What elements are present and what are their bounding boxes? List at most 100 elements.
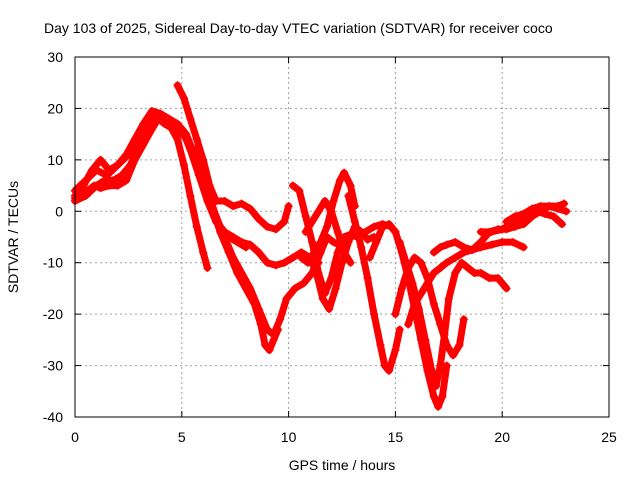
data-point-marker	[312, 269, 321, 277]
data-point-marker	[83, 186, 92, 195]
data-point-marker	[451, 253, 460, 262]
data-point-marker	[229, 202, 238, 211]
data-point-marker	[459, 315, 468, 324]
data-point-marker	[560, 199, 569, 208]
data-point-marker	[254, 248, 263, 257]
data-point-marker	[147, 107, 156, 115]
data-point-marker	[237, 238, 246, 247]
data-point-marker	[263, 222, 272, 231]
data-point-marker	[498, 238, 507, 247]
data-point-marker	[429, 392, 438, 401]
y-axis-title: SDTVAR / TECUs	[5, 181, 21, 293]
data-point-marker	[81, 176, 90, 185]
data-point-marker	[269, 330, 278, 339]
data-point-marker	[186, 114, 195, 123]
x-axis-title: GPS time / hours	[289, 457, 396, 473]
data-point-marker	[199, 248, 208, 257]
data-point-marker	[498, 225, 507, 234]
data-point-marker	[316, 238, 325, 247]
data-point-marker	[340, 168, 349, 177]
data-point-marker	[92, 166, 101, 175]
data-point-marker	[220, 233, 229, 241]
data-point-marker	[508, 238, 517, 247]
data-point-marker	[139, 140, 148, 149]
data-point-marker	[363, 235, 372, 244]
data-point-marker	[96, 155, 105, 164]
data-point-marker	[103, 171, 112, 180]
data-point-marker	[299, 279, 308, 288]
data-point-marker	[186, 191, 195, 200]
data-point-marker	[329, 238, 338, 247]
series-arc-10	[302, 197, 354, 267]
data-point-marker	[192, 135, 201, 144]
data-point-marker	[229, 253, 238, 262]
data-point-marker	[90, 181, 99, 190]
data-point-marker	[562, 207, 571, 216]
x-tick-label: 20	[494, 429, 510, 445]
data-point-marker	[297, 253, 306, 262]
data-point-marker	[350, 217, 359, 226]
data-point-marker	[280, 217, 289, 226]
data-point-marker	[271, 225, 280, 234]
data-point-marker	[318, 294, 327, 303]
data-point-marker	[291, 284, 300, 293]
data-point-marker	[229, 233, 238, 241]
data-point-marker	[295, 186, 304, 195]
data-point-marker	[96, 184, 105, 193]
data-point-marker	[124, 150, 133, 159]
data-point-marker	[431, 382, 440, 391]
data-point-marker	[173, 81, 182, 90]
data-point-marker	[372, 238, 381, 247]
data-point-marker	[436, 243, 445, 252]
data-point-marker	[376, 341, 385, 349]
data-point-marker	[169, 125, 178, 133]
data-point-marker	[549, 212, 558, 221]
x-tick-label: 25	[601, 429, 617, 445]
data-point-marker	[254, 215, 263, 223]
data-point-marker	[320, 197, 329, 205]
data-point-marker	[344, 238, 353, 247]
data-point-marker	[519, 220, 528, 229]
data-point-marker	[344, 191, 353, 200]
data-point-marker	[365, 253, 374, 262]
data-point-marker	[308, 217, 317, 226]
data-point-marker	[284, 202, 293, 211]
data-point-marker	[179, 161, 188, 169]
data-point-marker	[327, 207, 336, 216]
x-tick-label: 5	[178, 429, 186, 445]
data-point-marker	[254, 305, 263, 313]
data-point-marker	[276, 315, 285, 324]
x-tick-label: 0	[71, 429, 79, 445]
data-point-marker	[301, 227, 310, 236]
data-point-marker	[502, 217, 511, 226]
data-point-marker	[421, 335, 430, 344]
data-point-marker	[442, 240, 451, 249]
data-point-marker	[436, 320, 445, 329]
data-point-marker	[404, 263, 413, 272]
data-point-marker	[340, 248, 349, 257]
data-point-marker	[194, 155, 203, 164]
data-point-marker	[346, 181, 355, 190]
data-point-marker	[177, 130, 186, 139]
data-point-marker	[476, 269, 485, 277]
data-point-marker	[410, 253, 419, 262]
data-point-marker	[147, 125, 156, 133]
series-arc-6	[195, 156, 348, 339]
chart-title: Day 103 of 2025, Sidereal Day-to-day VTE…	[44, 20, 553, 36]
data-point-marker	[442, 341, 451, 349]
y-tick-labels: -40 -30 -20 -10 0 10 20 30	[43, 49, 63, 425]
data-point-marker	[451, 269, 460, 277]
data-point-marker	[395, 325, 404, 334]
data-point-marker	[325, 305, 334, 313]
data-point-marker	[429, 299, 438, 308]
data-point-marker	[192, 222, 201, 231]
data-point-marker	[363, 274, 372, 283]
data-point-marker	[442, 258, 451, 267]
data-point-marker	[427, 366, 436, 375]
data-point-marker	[423, 279, 432, 288]
data-point-marker	[451, 238, 460, 247]
data-point-marker	[434, 402, 443, 411]
data-point-marker	[487, 240, 496, 249]
data-point-marker	[417, 289, 426, 298]
